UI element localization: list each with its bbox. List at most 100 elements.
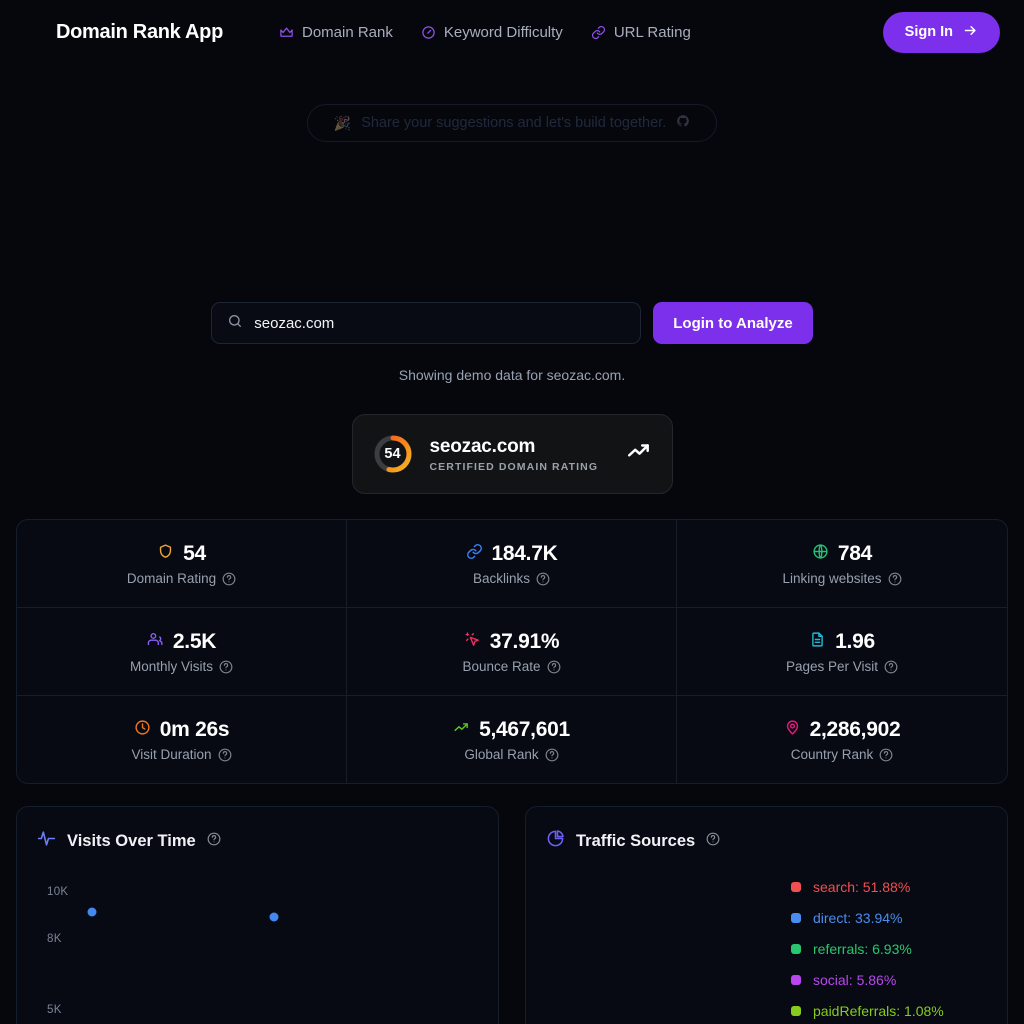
metric-value: 37.91% [489,630,560,653]
nav-link-domain-rank[interactable]: Domain Rank [279,24,393,41]
help-circle-icon[interactable] [888,572,902,586]
search-row: Login to Analyze [0,302,1024,344]
metric-label: Visit Duration [131,747,212,762]
search-input[interactable] [254,314,626,332]
metric-label-row: Country Rank [685,747,999,762]
metric-label-row: Global Rank [355,747,668,762]
visits-panel-header: Visits Over Time [37,829,478,853]
nav-link-label: Domain Rank [302,23,393,41]
metric-value: 184.7K [491,542,558,565]
metric-value-row: 5,467,601 [355,718,668,742]
app-brand: Domain Rank App [56,20,223,43]
metric-card: 2.5K Monthly Visits [17,608,347,696]
nav-link-label: Keyword Difficulty [443,23,563,41]
metric-value-row: 2.5K [25,630,338,654]
metric-value-row: 184.7K [355,542,668,566]
legend-item[interactable]: direct: 33.94% [791,910,944,926]
legend-label: social: 5.86% [813,972,897,988]
metric-card: 784 Linking websites [677,520,1007,608]
metric-card: 1.96 Pages Per Visit [677,608,1007,696]
nav-link-keyword-difficulty[interactable]: Keyword Difficulty [421,24,563,41]
metric-label-row: Domain Rating [25,571,338,586]
legend-swatch [791,944,801,954]
link-icon [466,543,483,565]
legend-swatch [791,975,801,985]
metric-value: 2.5K [172,630,217,653]
metric-card: 5,467,601 Global Rank [347,696,677,783]
visits-scatter-chart: 10K8K5K3K [37,867,478,1024]
charts-row: Visits Over Time 10K8K5K3K Tr [16,806,1008,1024]
metric-value: 5,467,601 [479,718,570,741]
metric-card: 0m 26s Visit Duration [17,696,347,783]
metric-label: Backlinks [472,571,531,586]
help-circle-icon[interactable] [879,748,893,762]
legend-item[interactable]: social: 5.86% [791,972,944,988]
metric-label: Country Rank [790,747,874,762]
trending-up-icon [453,719,470,741]
metric-label: Global Rank [464,747,539,762]
legend-label: paidReferrals: 1.08% [813,1003,944,1019]
help-circle-icon[interactable] [706,832,720,851]
traffic-panel-title: Traffic Sources [576,831,696,850]
sign-in-button[interactable]: Sign In [882,11,1000,53]
suggestions-banner[interactable]: 🎉 Share your suggestions and let's build… [306,104,718,142]
metric-value-row: 54 [25,542,338,566]
legend-swatch [791,1006,801,1016]
y-axis-tick-label: 10K [47,886,69,899]
suggestions-banner-text: Share your suggestions and let's build t… [361,115,667,131]
domain-rating-card[interactable]: 54 seozac.com CERTIFIED DOMAIN RATING [351,414,673,494]
metric-label-row: Monthly Visits [25,659,338,674]
traffic-panel-header: Traffic Sources [546,829,987,853]
scatter-point[interactable] [269,912,279,922]
nav-link-url-rating[interactable]: URL Rating [591,24,691,41]
help-circle-icon[interactable] [218,748,232,762]
domain-rating-donut: 54 [373,434,413,474]
scatter-point[interactable] [87,907,97,917]
help-circle-icon[interactable] [545,748,559,762]
party-popper-icon: 🎉 [333,114,352,131]
crown-icon [279,25,294,40]
metric-value: 2,286,902 [809,718,901,741]
top-nav: Domain Rank App Domain Rank Keyword Diff… [0,0,1024,64]
traffic-sources-panel: Traffic Sources search: 51.88% direct: 33… [525,806,1008,1024]
login-to-analyze-button[interactable]: Login to Analyze [653,302,813,344]
domain-rating-card-wrap: 54 seozac.com CERTIFIED DOMAIN RATING [0,414,1024,494]
legend-label: direct: 33.94% [813,910,903,926]
globe-icon [812,543,829,565]
metrics-grid: 54 Domain Rating 184.7K Backlinks 784 Linking… [16,519,1008,784]
legend-label: search: 51.88% [813,879,911,895]
metric-value-row: 784 [685,542,999,566]
nav-link-label: URL Rating [613,23,691,41]
cursor-click-icon [464,631,481,653]
metric-value: 54 [183,542,206,565]
help-circle-icon[interactable] [536,572,550,586]
search-box[interactable] [211,302,642,344]
visits-over-time-panel: Visits Over Time 10K8K5K3K [16,806,499,1024]
metric-label: Linking websites [782,571,882,586]
legend-item[interactable]: paidReferrals: 1.08% [791,1003,944,1019]
help-circle-icon[interactable] [884,660,898,674]
github-icon[interactable] [676,114,690,132]
legend-item[interactable]: search: 51.88% [791,879,944,895]
activity-icon [37,829,56,853]
legend-swatch [791,913,801,923]
arrow-right-icon [963,23,978,42]
help-circle-icon[interactable] [207,832,221,851]
pie-chart-icon [546,829,565,853]
domain-rating-text: seozac.com CERTIFIED DOMAIN RATING [430,436,609,473]
metric-value-row: 37.91% [355,630,668,654]
help-circle-icon[interactable] [547,660,561,674]
metric-label-row: Visit Duration [25,747,338,762]
metric-value-row: 1.96 [685,630,999,654]
metric-card: 184.7K Backlinks [347,520,677,608]
metric-label: Domain Rating [126,571,217,586]
metric-label: Pages Per Visit [785,659,879,674]
legend-item[interactable]: referrals: 6.93% [791,941,944,957]
y-axis-tick-label: 5K [47,1003,62,1016]
traffic-sources-legend: search: 51.88% direct: 33.94% referrals: 6… [791,879,944,1024]
help-circle-icon[interactable] [219,660,233,674]
domain-rating-subtitle: CERTIFIED DOMAIN RATING [429,460,599,473]
help-circle-icon[interactable] [222,572,236,586]
metric-card: 37.91% Bounce Rate [347,608,677,696]
